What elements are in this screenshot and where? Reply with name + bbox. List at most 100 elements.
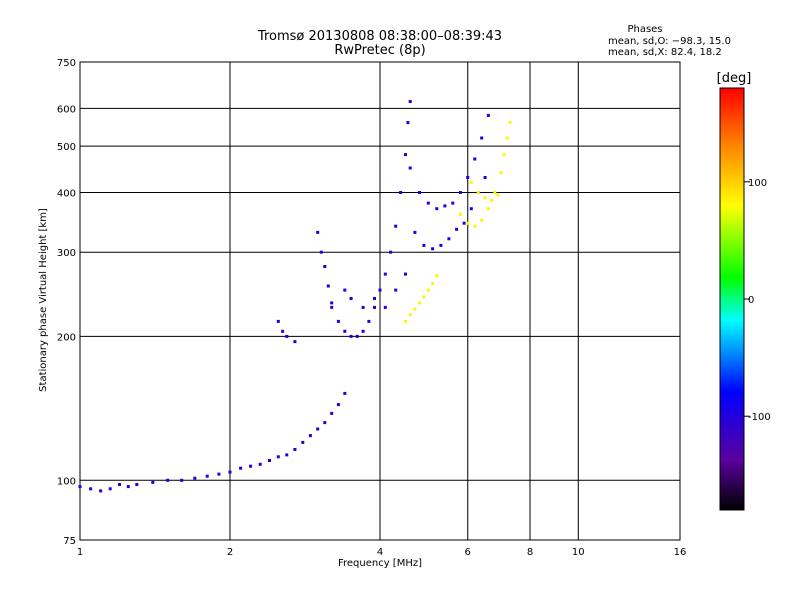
echo-point-x [490,198,494,202]
colorbar-label: [deg] [717,71,752,86]
colorbar-ticks: 100 0 -100 [744,178,771,423]
echo-point-o [151,480,155,484]
echo-point-o [394,288,398,292]
colorbar [719,87,745,511]
echo-point-o [330,305,334,309]
phases-o-line: mean, sd,O: −98.3, 15.0 [608,36,731,47]
echo-point-o [336,319,340,323]
echo-point-o [228,470,232,474]
echo-point-o [383,305,387,309]
x-tick-label: 6 [465,547,471,558]
echo-point-o [394,224,398,228]
echo-point-o [330,411,334,415]
echo-point-o [205,474,209,478]
y-tick-label: 400 [57,188,76,199]
echo-point-o [404,272,407,276]
echo-point-o [486,113,490,117]
axis-ticks: 1 2 4 6 8 10 16 75 100 200 300 400 500 600 750 [57,58,686,558]
echo-point-x [502,153,506,157]
x-tick-label: 4 [377,547,383,558]
echo-point-o [367,319,371,323]
chart-subtitle: RwPretec (8p) [334,43,425,58]
echo-point-o [308,434,312,438]
echo-point-o [285,334,289,338]
echo-point-o [323,265,327,268]
x-axis-label: Frequency [MHz] [338,558,422,569]
echo-point-o [435,207,439,211]
echo-point-o [455,227,459,231]
echo-point-x [418,301,421,305]
echo-point-x [431,282,435,285]
echo-point-o [135,483,139,486]
echo-point-o [439,243,443,247]
echo-point-x [422,295,426,299]
y-tick-label: 500 [57,142,76,153]
echo-point-o [466,176,470,179]
echo-point-o [239,466,243,470]
echo-point-o [276,319,280,323]
colorbar-tick-label: -100 [748,412,771,423]
x-tick-label: 16 [674,547,687,558]
echo-point-x [466,221,470,225]
echo-point-x [404,319,407,323]
echo-point-o [469,207,473,211]
echo-point-x [473,224,477,228]
echo-point-x [426,288,430,292]
data-points [78,100,512,493]
echo-point-o [336,403,340,407]
echo-point-x [499,171,503,175]
phases-title: Phases [627,24,662,35]
colorbar-tick-label: 0 [748,295,754,306]
echo-point-o [108,487,112,491]
echo-point-x [435,274,439,278]
y-tick-label: 600 [57,104,76,115]
echo-point-o [343,391,347,395]
echo-point-o [406,121,410,125]
echo-point-o [78,485,82,489]
y-tick-label: 75 [63,536,76,547]
echo-point-o [361,329,365,333]
echo-point-o [447,237,451,241]
chart-title: Tromsø 20130808 08:38:00–08:39:43 [257,29,502,44]
echo-point-o [193,476,197,480]
echo-point-o [323,421,327,425]
x-tick-label: 2 [227,547,233,558]
echo-point-o [361,305,365,309]
echo-point-o [389,250,393,254]
echo-point-x [496,193,500,197]
echo-point-o [217,472,221,476]
echo-point-o [373,297,376,300]
echo-point-o [378,288,382,292]
grid [80,62,680,540]
echo-point-o [443,204,447,208]
x-tick-label: 10 [572,547,585,558]
echo-point-o [404,153,407,157]
x-tick-label: 8 [527,547,533,558]
echo-point-o [473,157,477,161]
echo-point-o [451,201,455,205]
echo-point-o [343,288,347,292]
echo-point-o [316,427,320,431]
echo-point-x [469,180,473,184]
echo-point-o [285,453,289,457]
echo-point-o [480,136,484,140]
echo-point-o [458,191,462,194]
echo-point-o [99,489,103,493]
echo-point-o [383,272,387,276]
y-tick-label: 100 [57,476,76,487]
echo-point-o [431,247,435,251]
echo-point-o [268,459,271,462]
echo-point-o [422,243,426,247]
echo-point-x [508,121,512,125]
echo-point-o [319,250,323,254]
echo-point-o [349,297,353,300]
echo-point-o [462,221,466,225]
y-tick-label: 300 [57,248,76,259]
echo-point-o [483,176,487,179]
echo-point-o [316,230,320,234]
echo-point-o [426,201,430,205]
echo-point-x [458,212,462,216]
colorbar-tick-label: 100 [748,178,767,189]
echo-point-o [418,191,421,194]
